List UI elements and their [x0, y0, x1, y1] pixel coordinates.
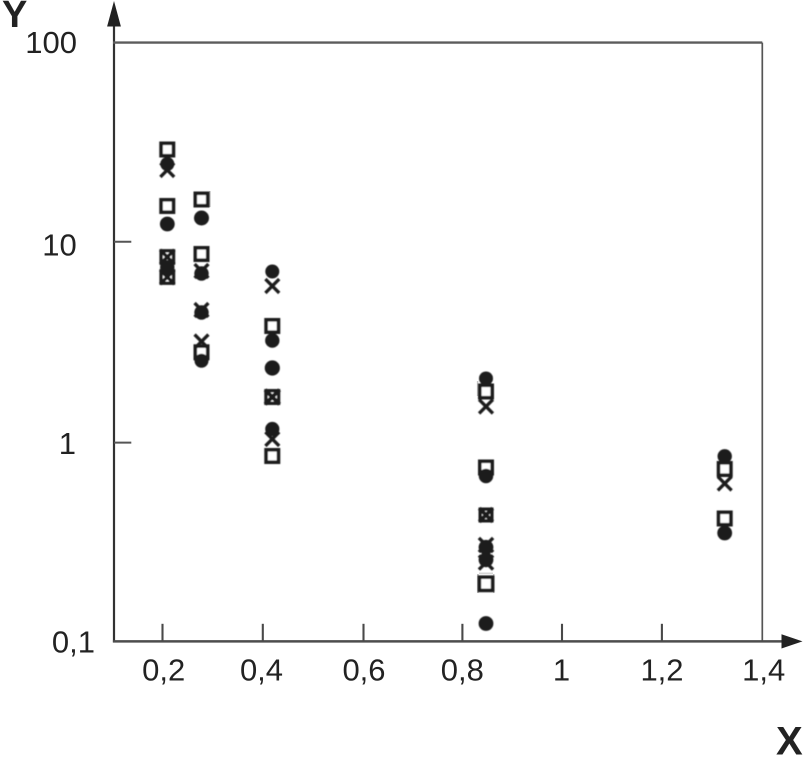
- svg-text:1: 1: [553, 653, 570, 688]
- svg-text:X: X: [776, 720, 803, 761]
- svg-text:0,6: 0,6: [342, 653, 385, 688]
- svg-text:10: 10: [42, 228, 76, 263]
- svg-text:Y: Y: [2, 0, 27, 36]
- svg-text:0,2: 0,2: [142, 653, 185, 688]
- svg-text:0,1: 0,1: [52, 625, 95, 660]
- svg-text:1: 1: [59, 426, 76, 461]
- svg-text:100: 100: [25, 25, 77, 60]
- svg-text:1,2: 1,2: [640, 653, 683, 688]
- svg-text:1,4: 1,4: [742, 653, 785, 688]
- svg-text:0,4: 0,4: [240, 653, 283, 688]
- svg-text:0,8: 0,8: [441, 653, 484, 688]
